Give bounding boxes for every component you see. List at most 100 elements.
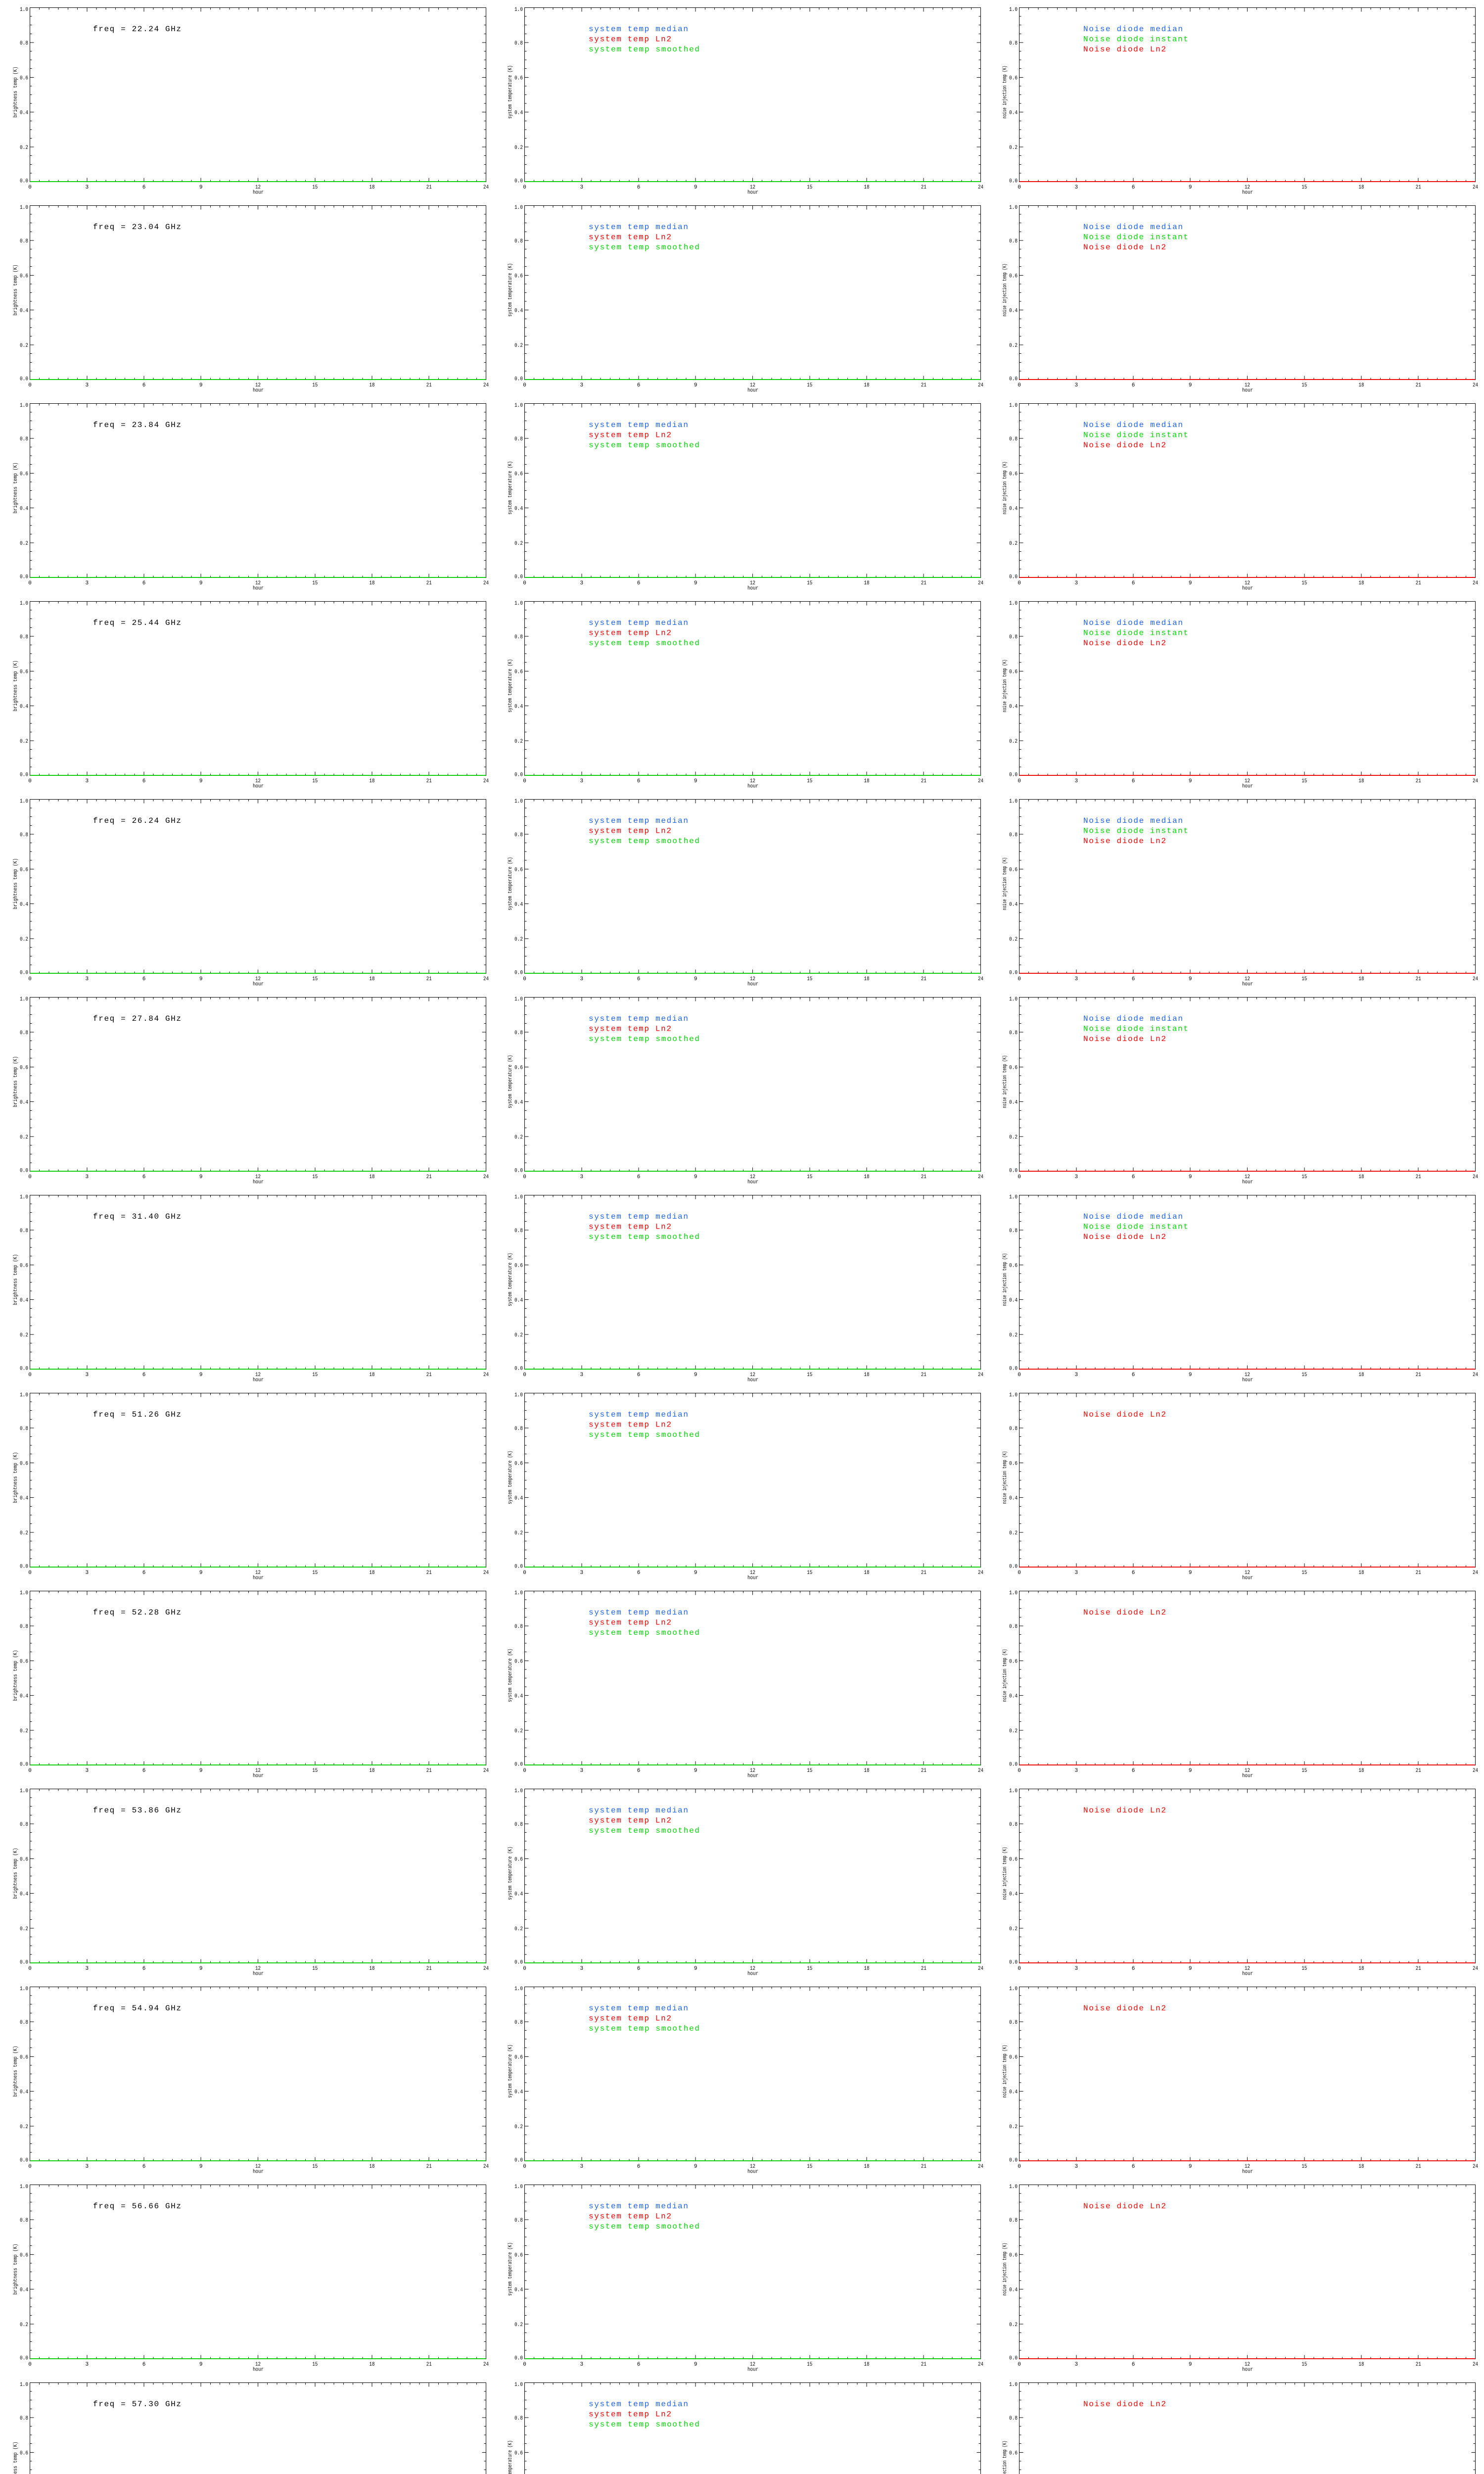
svg-text:0.8: 0.8: [20, 1822, 28, 1828]
svg-text:brightness temp (K): brightness temp (K): [13, 2442, 19, 2474]
svg-text:18: 18: [864, 1966, 870, 1972]
svg-text:0.6: 0.6: [20, 2252, 28, 2258]
svg-text:noise injection temp (K): noise injection temp (K): [1002, 2045, 1008, 2098]
svg-text:0.0: 0.0: [514, 179, 523, 185]
svg-text:0: 0: [28, 382, 32, 388]
svg-text:system temp Ln2: system temp Ln2: [589, 35, 671, 44]
svg-text:3: 3: [85, 2362, 89, 2368]
svg-text:3: 3: [580, 1570, 583, 1576]
svg-text:15: 15: [1301, 2164, 1307, 2170]
svg-text:24: 24: [1473, 1174, 1478, 1180]
svg-text:0.4: 0.4: [1009, 1892, 1018, 1898]
svg-text:0.8: 0.8: [20, 238, 28, 244]
svg-text:6: 6: [637, 185, 641, 190]
svg-text:18: 18: [370, 580, 375, 586]
svg-text:Noise diode instant: Noise diode instant: [1083, 1025, 1188, 1034]
svg-text:0.0: 0.0: [20, 1366, 28, 1372]
svg-text:hour: hour: [253, 190, 264, 196]
svg-text:9: 9: [1189, 1372, 1192, 1378]
svg-text:6: 6: [637, 1570, 641, 1576]
svg-text:Noise diode Ln2: Noise diode Ln2: [1083, 1233, 1166, 1241]
svg-text:0.4: 0.4: [1009, 2090, 1018, 2095]
svg-text:noise injection temp (K): noise injection temp (K): [1002, 857, 1008, 910]
svg-text:noise injection temp (K): noise injection temp (K): [1002, 1847, 1008, 1900]
svg-text:12: 12: [1245, 1768, 1250, 1774]
svg-text:24: 24: [483, 2164, 489, 2170]
svg-text:0.2: 0.2: [20, 1530, 28, 1536]
svg-text:0.8: 0.8: [1009, 634, 1018, 640]
svg-text:0.0: 0.0: [1009, 179, 1018, 185]
svg-text:system temp smoothed: system temp smoothed: [589, 243, 699, 252]
svg-text:9: 9: [1189, 778, 1192, 784]
svg-text:0: 0: [1018, 580, 1021, 586]
svg-text:0.4: 0.4: [20, 2287, 28, 2293]
svg-text:0.0: 0.0: [20, 1762, 28, 1768]
svg-text:21: 21: [1416, 185, 1421, 190]
svg-text:0.2: 0.2: [1009, 1530, 1018, 1536]
svg-text:9: 9: [199, 2164, 203, 2170]
svg-text:system temp Ln2: system temp Ln2: [589, 629, 671, 638]
svg-text:21: 21: [426, 1570, 432, 1576]
svg-text:Noise diode Ln2: Noise diode Ln2: [1083, 639, 1166, 648]
svg-text:24: 24: [483, 1570, 489, 1576]
svg-text:hour: hour: [747, 1378, 758, 1383]
svg-text:hour: hour: [1242, 586, 1253, 592]
svg-text:0.6: 0.6: [1009, 1065, 1018, 1071]
svg-text:0: 0: [523, 382, 526, 388]
svg-text:12: 12: [1245, 1174, 1250, 1180]
svg-text:0: 0: [28, 580, 32, 586]
svg-text:system temp median: system temp median: [589, 1014, 688, 1023]
svg-text:Noise diode median: Noise diode median: [1083, 816, 1183, 825]
svg-text:0: 0: [523, 1966, 526, 1972]
svg-text:system temp smoothed: system temp smoothed: [589, 1233, 699, 1241]
svg-text:12: 12: [1245, 2164, 1250, 2170]
svg-text:24: 24: [1473, 1372, 1478, 1378]
svg-text:0.4: 0.4: [20, 2090, 28, 2095]
svg-text:0.2: 0.2: [514, 1728, 523, 1734]
svg-text:0.0: 0.0: [514, 1564, 523, 1570]
svg-text:21: 21: [1416, 1966, 1421, 1972]
svg-text:0: 0: [523, 976, 526, 982]
svg-text:brightness temp (K): brightness temp (K): [13, 661, 19, 712]
svg-text:12: 12: [255, 976, 261, 982]
svg-text:18: 18: [1359, 2362, 1364, 2368]
svg-text:noise injection temp (K): noise injection temp (K): [1002, 66, 1008, 119]
svg-text:9: 9: [694, 976, 697, 982]
svg-text:21: 21: [1416, 778, 1421, 784]
svg-text:1.0: 1.0: [514, 7, 523, 13]
svg-text:6: 6: [637, 1768, 641, 1774]
svg-text:0.4: 0.4: [1009, 1694, 1018, 1700]
svg-text:brightness temp (K): brightness temp (K): [13, 1848, 19, 1899]
svg-text:system temperature (K): system temperature (K): [508, 857, 513, 910]
svg-text:0.2: 0.2: [1009, 1926, 1018, 1932]
svg-text:0.8: 0.8: [514, 832, 523, 838]
svg-text:0.4: 0.4: [514, 1892, 523, 1898]
svg-text:0.8: 0.8: [20, 634, 28, 640]
svg-text:24: 24: [1473, 185, 1478, 190]
svg-text:12: 12: [255, 382, 261, 388]
svg-text:hour: hour: [1242, 1971, 1253, 1977]
svg-text:0.0: 0.0: [20, 574, 28, 580]
svg-text:21: 21: [426, 1966, 432, 1972]
svg-text:0.8: 0.8: [514, 1822, 523, 1828]
svg-text:0.2: 0.2: [1009, 541, 1018, 547]
svg-text:1.0: 1.0: [514, 1392, 523, 1398]
svg-text:12: 12: [750, 382, 755, 388]
svg-text:3: 3: [580, 976, 583, 982]
svg-text:6: 6: [142, 382, 146, 388]
svg-text:9: 9: [694, 2164, 697, 2170]
svg-text:0.6: 0.6: [514, 669, 523, 675]
svg-text:15: 15: [1301, 2362, 1307, 2368]
svg-text:9: 9: [1189, 382, 1192, 388]
svg-text:0.2: 0.2: [514, 1530, 523, 1536]
svg-text:Noise diode median: Noise diode median: [1083, 25, 1183, 34]
svg-text:freq = 23.84 GHz: freq = 23.84 GHz: [93, 421, 181, 429]
svg-text:0.6: 0.6: [514, 75, 523, 81]
svg-text:9: 9: [1189, 1570, 1192, 1576]
svg-text:0.0: 0.0: [1009, 1762, 1018, 1768]
svg-text:0.4: 0.4: [20, 1694, 28, 1700]
svg-text:15: 15: [312, 976, 318, 982]
svg-text:0.0: 0.0: [514, 1366, 523, 1372]
svg-text:0.8: 0.8: [514, 634, 523, 640]
svg-text:0: 0: [1018, 1174, 1021, 1180]
